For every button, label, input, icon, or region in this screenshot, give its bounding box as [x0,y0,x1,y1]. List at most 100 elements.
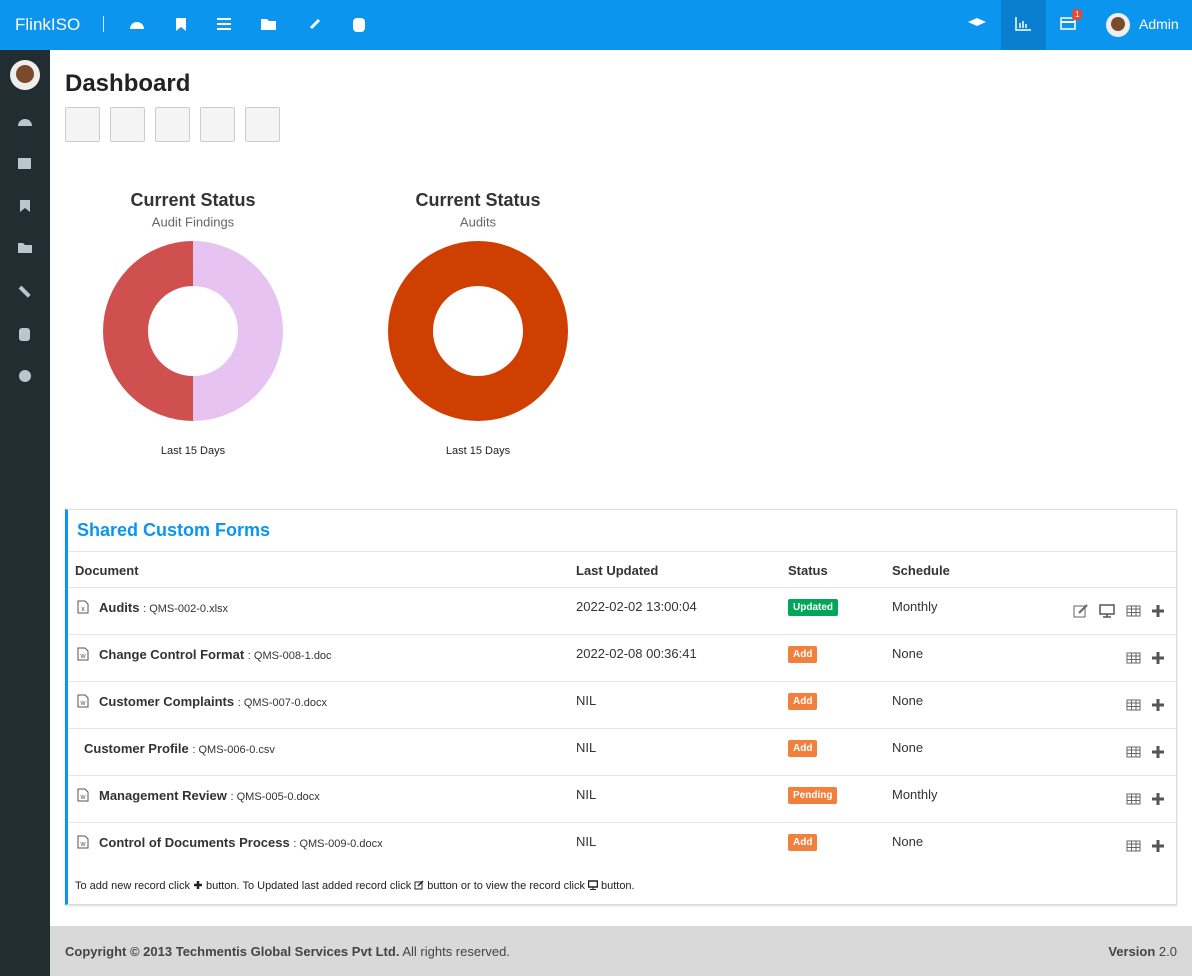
spy-button[interactable] [245,107,280,142]
team-button[interactable] [155,107,190,142]
svg-text:w: w [79,700,86,707]
user-name[interactable]: Admin [1139,16,1179,32]
last-updated: NIL [576,740,597,755]
action-plus[interactable] [1150,603,1166,619]
avatar[interactable] [1105,12,1131,38]
nav-folder[interactable] [261,17,277,31]
document-file: : QMS-008-1.doc [247,650,332,662]
table-header: Document Last Updated Status Schedule [68,551,1177,587]
svg-text:w: w [79,653,86,660]
schedule: Monthly [892,787,938,802]
note-icon [193,881,202,889]
notification-badge: 1 [1072,9,1083,20]
chart-subtitle: Audits [460,214,497,229]
footer: Copyright © 2013 Techmentis Global Servi… [50,926,1192,976]
svg-text:x: x [81,606,85,613]
brand[interactable]: FlinkISO [15,15,81,34]
file-icon: w [77,835,89,849]
chart-subtitle: Audit Findings [152,214,235,229]
action-plus[interactable] [1150,744,1166,760]
nav-training[interactable] [968,17,986,31]
copyright: Copyright © 2013 Techmentis Global Servi… [65,944,400,959]
status-badge: Add [788,646,818,663]
action-plus[interactable] [1150,791,1166,807]
document-file: : QMS-009-0.docx [293,838,383,850]
table-row: w Control of Documents Process : QMS-009-… [68,822,1177,869]
help-note: To add new record click button. To Update… [75,880,635,892]
nav-bookmark[interactable] [175,17,187,33]
schedule: None [892,740,924,755]
sidebar-icons[interactable] [0,50,50,410]
nav-list[interactable] [217,17,231,31]
file-icon: w [77,788,89,802]
schedule: Monthly [892,599,938,614]
file-icon: w [77,694,89,708]
table-row: Customer Profile : QMS-006-0.csv NIL Add No… [68,728,1177,775]
last-updated: 2022-02-02 13:00:04 [576,599,697,614]
note-text: button. To Updated last added record cli… [205,880,412,892]
rights: All rights reserved. [402,944,510,959]
last-updated: NIL [576,693,597,708]
nav-link[interactable] [308,17,322,31]
note-text: To add new record click [75,880,190,892]
document-file: : QMS-007-0.docx [237,697,327,709]
action-table[interactable] [1126,838,1142,854]
document-cell: Customer Profile : QMS-006-0.csv [84,741,275,756]
action-plus[interactable] [1150,838,1166,854]
action-plus[interactable] [1150,650,1166,666]
document-file: : QMS-006-0.csv [192,744,275,756]
action-table[interactable] [1126,697,1142,713]
document-name: Change Control Format [99,647,245,662]
action-table[interactable] [1126,650,1142,666]
schedule: None [892,646,924,661]
chart-title: Current Status [130,190,255,210]
note-icon [587,880,599,890]
status-badge: Updated [788,599,838,616]
action-view[interactable] [1099,603,1115,619]
action-table[interactable] [1126,603,1142,619]
action-table[interactable] [1126,744,1142,760]
note-text: button. [600,880,635,892]
nav-chart[interactable] [1015,17,1031,31]
table-row: x Audits : QMS-002-0.xlsx 2022-02-02 13:00… [68,587,1177,634]
document-cell: Control of Documents Process : QMS-009-0… [99,835,383,850]
donut-segment [388,241,568,421]
nav-card[interactable] [1060,17,1076,31]
factory-button[interactable] [110,107,145,142]
nav-database[interactable] [353,17,365,33]
top-bar: FlinkISO 1 Admin [0,0,1192,50]
sidebar [0,50,50,976]
panel-title: Shared Custom Forms [77,520,271,540]
charts: Current Status Audit Findings Last 15 Days… [103,190,568,457]
schedule: None [892,693,924,708]
status-badge: Add [788,740,818,757]
page-title: Dashboard [65,70,191,97]
version-label: Version [1108,944,1156,959]
document-name: Control of Documents Process [99,835,290,850]
last-updated: NIL [576,834,597,849]
document-cell: Customer Complaints : QMS-007-0.docx [99,694,327,709]
schedule: None [892,834,924,849]
column-header: Status [788,563,828,578]
file-icon: w [77,647,89,661]
column-header: Schedule [892,563,950,578]
column-header: Last Updated [576,563,659,578]
document-cell: Change Control Format : QMS-008-1.doc [99,647,332,662]
action-edit[interactable] [1073,603,1089,619]
svg-text:w: w [79,794,86,801]
action-table[interactable] [1126,791,1142,807]
user-button[interactable] [200,107,235,142]
chart-title: Current Status [415,190,540,210]
document-name: Customer Complaints [99,694,235,709]
org-button[interactable] [65,107,100,142]
column-header: Document [75,563,139,578]
nav-dashboard[interactable] [129,17,145,33]
action-plus[interactable] [1150,697,1166,713]
status-badge: Add [788,834,818,851]
table-row: w Change Control Format : QMS-008-1.doc 20… [68,634,1177,681]
note-text: button or to view the record click [427,880,585,892]
status-badge: Add [788,693,818,710]
table-row: w Customer Complaints : QMS-007-0.docx NIL… [68,681,1177,728]
document-name: Management Review [99,788,227,803]
document-name: Audits [99,600,140,615]
